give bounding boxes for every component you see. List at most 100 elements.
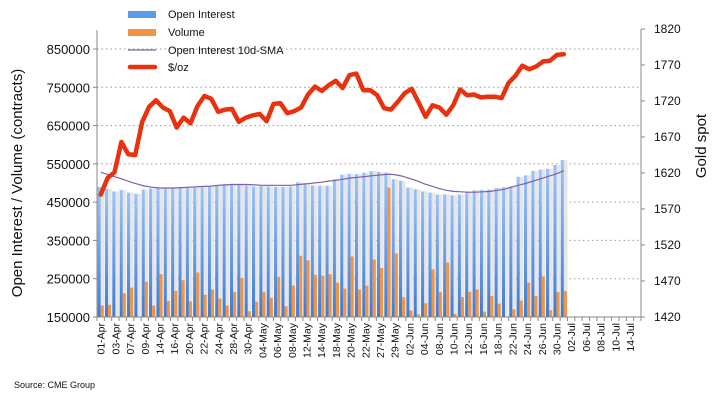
open-interest-bar — [104, 188, 109, 317]
gold-price-line — [98, 51, 567, 197]
open-interest-bar — [251, 186, 256, 317]
x-tick-label: 12-Jun — [463, 323, 475, 355]
open-interest-bar — [171, 187, 175, 317]
x-axis-ticks: 01-Apr 03-Apr 07-Apr 09-Apr 14-Apr 16-Apr 20-A… — [96, 317, 642, 358]
open-interest-shadow — [556, 165, 561, 317]
open-interest-shadow — [512, 186, 517, 317]
open-interest-bar — [274, 186, 278, 317]
legend-label: Volume — [168, 27, 205, 39]
volume-bar — [416, 314, 420, 317]
volume-bar — [438, 292, 442, 317]
open-interest-shadow — [402, 180, 406, 317]
x-tick-label: 30-Jun — [552, 323, 564, 355]
open-interest-shadow — [394, 179, 399, 317]
x-tick-label: 24-Apr — [213, 322, 225, 354]
y2-tick-label: 1470 — [654, 274, 681, 288]
x-tick-label: 14-May — [316, 322, 328, 358]
volume-bar — [240, 277, 244, 317]
open-interest-bar — [347, 173, 351, 317]
volume-bar — [468, 291, 472, 317]
open-interest-shadow — [137, 193, 142, 317]
open-interest-bar — [119, 189, 123, 317]
volume-bar — [306, 260, 310, 317]
open-interest-shadow — [233, 183, 237, 317]
open-interest-shadow — [497, 187, 502, 317]
volume-bar — [350, 256, 354, 317]
open-interest-shadow — [438, 194, 443, 317]
open-interest-shadow — [196, 186, 200, 317]
open-interest-bar — [487, 189, 491, 317]
x-tick-label: 30-Apr — [243, 322, 255, 354]
volume-bar — [549, 310, 553, 317]
open-interest-bar — [457, 194, 461, 317]
volume-bar — [541, 276, 545, 317]
open-interest-bar — [259, 186, 263, 317]
open-interest-shadow — [115, 191, 120, 317]
open-interest-bar — [229, 183, 233, 317]
legend-label: Open Interest 10d-SMA — [168, 45, 284, 57]
volume-bar — [299, 255, 303, 317]
open-interest-shadow — [269, 186, 274, 317]
open-interest-bar — [538, 169, 542, 317]
x-tick-label: 09-Apr — [140, 322, 152, 354]
x-tick-label: 16-Jun — [478, 323, 490, 355]
open-interest-bar — [531, 170, 535, 317]
open-interest-bar — [200, 187, 204, 317]
open-interest-bar — [376, 171, 381, 317]
open-interest-bar — [494, 187, 498, 317]
y-tick-label: 750000 — [47, 80, 90, 95]
open-interest-shadow — [299, 182, 303, 317]
open-interest-shadow — [174, 187, 178, 317]
volume-bar — [446, 262, 450, 317]
open-interest-shadow — [541, 169, 546, 317]
x-tick-label: 22-Jun — [507, 323, 519, 355]
y-axis-label: Open Interest / Volume (contracts) — [9, 69, 26, 297]
open-interest-shadow — [100, 186, 105, 317]
y2-tick-label: 1670 — [654, 130, 681, 144]
open-interest-shadow — [247, 185, 252, 317]
open-interest-bar — [244, 185, 248, 317]
open-interest-shadow — [203, 187, 208, 317]
volume-bar — [409, 310, 413, 317]
open-interest-bar — [112, 191, 116, 317]
open-interest-shadow — [188, 186, 193, 317]
volume-bar — [402, 297, 406, 317]
x-tick-label: 20-Apr — [184, 322, 196, 354]
volume-bar — [247, 311, 251, 317]
open-interest-shadow — [409, 187, 414, 317]
open-interest-bar — [443, 194, 447, 317]
open-interest-shadow — [475, 190, 480, 317]
volume-bar — [210, 289, 215, 317]
volume-bar — [255, 301, 259, 317]
x-tick-label: 27-May — [375, 322, 387, 358]
volume-bars — [100, 187, 567, 317]
volume-bar — [313, 274, 317, 317]
open-interest-shadow — [152, 188, 156, 317]
volume-bar — [152, 305, 156, 317]
y2-tick-label: 1720 — [654, 94, 681, 108]
volume-bar — [269, 297, 273, 317]
x-tick-label: 24-Jun — [522, 323, 534, 355]
open-interest-shadow — [350, 173, 355, 317]
open-interest-shadow — [424, 191, 428, 317]
y-tick-label: 450000 — [47, 195, 90, 210]
open-interest-shadow — [306, 183, 311, 317]
volume-bar — [284, 306, 288, 317]
open-interest-shadow — [453, 195, 458, 317]
x-tick-label: 22-Apr — [199, 322, 211, 354]
open-interest-shadow — [255, 186, 259, 317]
volume-bar — [343, 288, 347, 317]
legend: Open Interest Volume Open Interest 10d-SMA… — [127, 9, 284, 74]
volume-bar — [512, 309, 516, 317]
volume-bar — [563, 290, 567, 317]
volume-bar — [431, 269, 435, 317]
open-interest-bar — [149, 188, 153, 317]
x-tick-label: 18-Jun — [493, 323, 505, 355]
open-interest-bar — [340, 174, 344, 317]
x-tick-label: 16-Apr — [169, 322, 181, 354]
x-tick-label: 01-Apr — [96, 322, 108, 354]
open-interest-bar — [288, 186, 292, 317]
x-tick-label: 08-May — [287, 322, 299, 358]
open-interest-bar — [413, 189, 417, 317]
